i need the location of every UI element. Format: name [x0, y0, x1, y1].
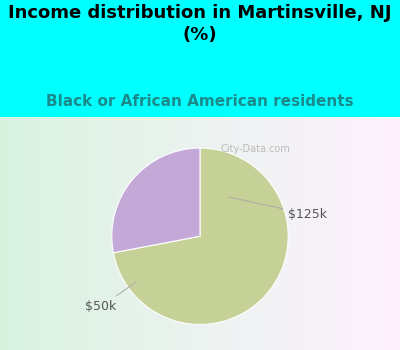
Text: $125k: $125k: [229, 197, 327, 221]
Wedge shape: [112, 148, 200, 253]
Wedge shape: [113, 148, 288, 324]
Text: City-Data.com: City-Data.com: [220, 144, 290, 154]
Text: Black or African American residents: Black or African American residents: [46, 94, 354, 110]
Text: $50k: $50k: [85, 282, 136, 313]
Text: Income distribution in Martinsville, NJ
(%): Income distribution in Martinsville, NJ …: [8, 4, 392, 44]
